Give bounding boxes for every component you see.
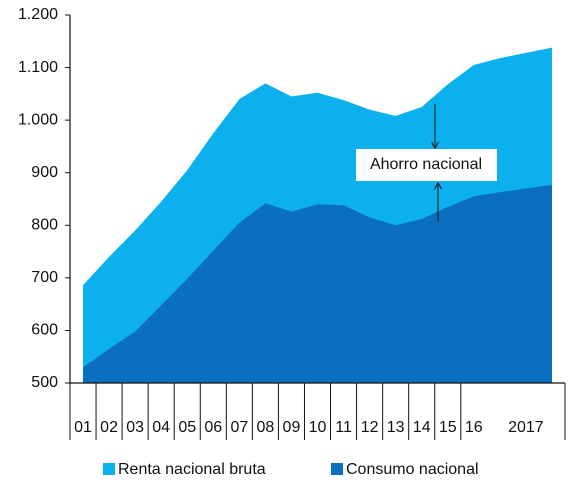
x-tick-label: 08	[256, 419, 274, 436]
y-tick-label: 800	[31, 217, 58, 234]
x-tick-label: 2017	[508, 419, 544, 436]
y-tick-label: 900	[31, 164, 58, 181]
x-tick-label: 14	[413, 419, 431, 436]
x-tick-label: 15	[439, 419, 457, 436]
x-tick-label: 02	[100, 419, 118, 436]
x-tick-label: 07	[230, 419, 248, 436]
annotation: Ahorro nacional	[370, 156, 482, 173]
legend-label: Consumo nacional	[346, 461, 479, 478]
y-tick-label: 600	[31, 322, 58, 339]
legend-swatch	[331, 463, 343, 475]
x-tick-label: 09	[283, 419, 301, 436]
y-tick-label: 1.100	[18, 59, 58, 76]
y-tick-label: 1.000	[18, 111, 58, 128]
x-tick-label: 10	[309, 419, 327, 436]
x-tick-label: 03	[126, 419, 144, 436]
x-tick-label: 04	[152, 419, 170, 436]
x-tick-label: 01	[74, 419, 92, 436]
x-tick-label: 05	[178, 419, 196, 436]
legend-swatch	[103, 463, 115, 475]
annotation-box	[356, 149, 497, 181]
y-tick-label: 1.200	[18, 6, 58, 23]
plot-area: 500 600 700 800 900 1.000 1.100 1.200 01 02 03 04 05…	[18, 6, 566, 478]
x-tick-label: 11	[335, 419, 352, 436]
x-tick-label: 12	[361, 419, 379, 436]
legend-label: Renta nacional bruta	[118, 461, 266, 478]
x-tick-label: 13	[387, 419, 405, 436]
x-tick-label: 16	[465, 419, 483, 436]
y-tick-label: 500	[31, 374, 58, 391]
area	[83, 184, 552, 383]
x-tick-label: 06	[204, 419, 222, 436]
y-tick-label: 700	[31, 269, 58, 286]
